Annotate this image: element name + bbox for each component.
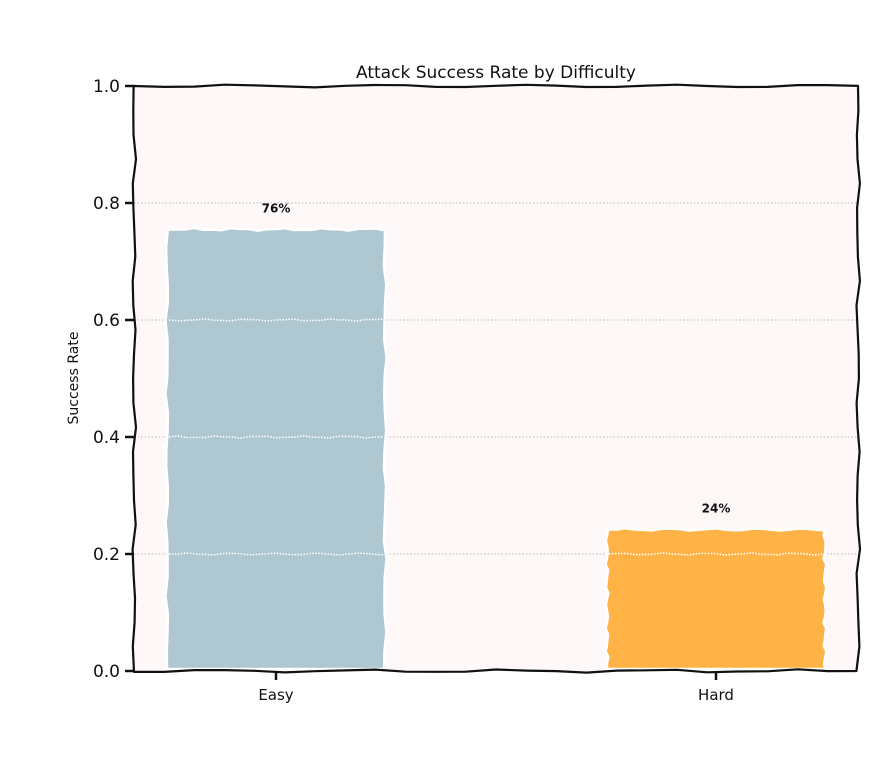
bars [164, 226, 828, 671]
data-label-easy: 76% [262, 201, 291, 215]
data-label-hard: 24% [702, 501, 731, 515]
y-tick-label: 0.4 [93, 428, 120, 448]
x-tick-label-hard: Hard [698, 686, 734, 704]
y-tick-label: 1.0 [93, 77, 120, 97]
bar-easy [164, 226, 388, 671]
chart-title: Attack Success Rate by Difficulty [356, 63, 636, 83]
y-axis-label: Success Rate [66, 332, 82, 425]
y-tick-label: 0.0 [93, 662, 120, 682]
x-tick-label-easy: Easy [258, 686, 293, 704]
y-tick-label: 0.8 [93, 194, 120, 214]
y-tick-label: 0.2 [93, 545, 120, 565]
data-labels: 76% 24% [262, 201, 731, 515]
bar-hard [604, 526, 828, 671]
x-axis-ticks: Easy Hard [258, 671, 734, 704]
plot-frame [131, 83, 862, 674]
y-tick-label: 0.6 [93, 311, 120, 331]
y-axis-ticks: 0.0 0.2 0.4 0.6 0.8 1.0 [93, 77, 134, 682]
